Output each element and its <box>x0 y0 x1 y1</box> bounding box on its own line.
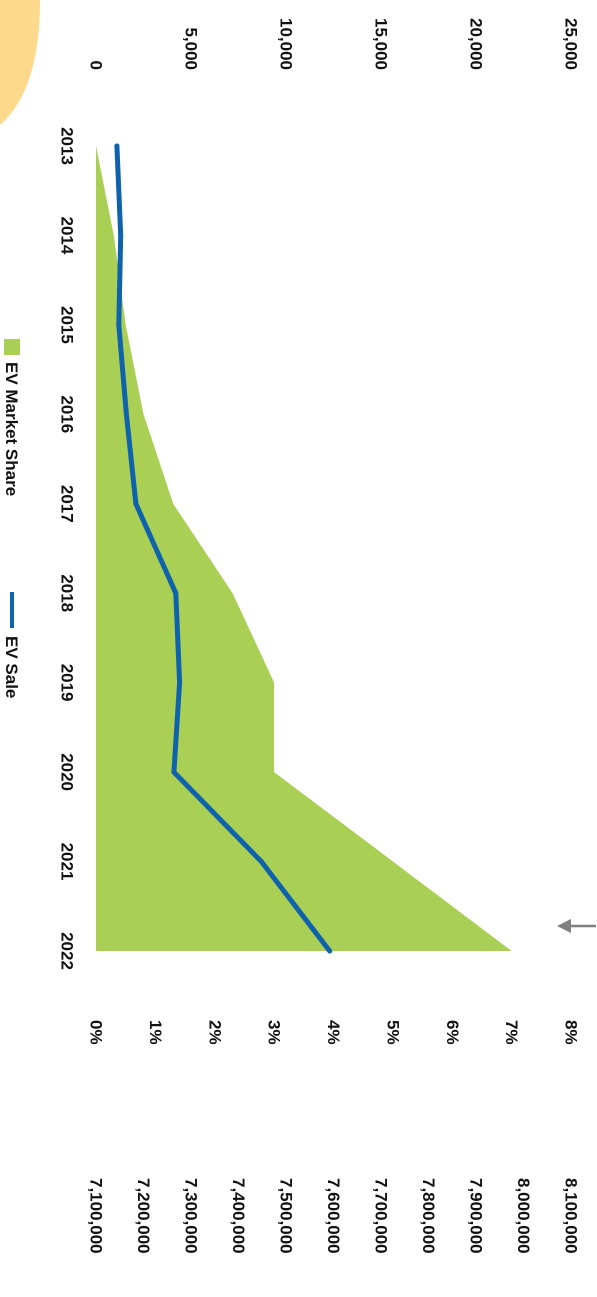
third-tick-4: 7,500,000 <box>277 1178 296 1254</box>
percent-axis: 0% 1% 2% 3% 4% 5% 6% 7% 8% <box>87 1020 581 1045</box>
third-tick-9: 8,000,000 <box>514 1178 533 1254</box>
third-tick-5: 7,600,000 <box>324 1178 343 1254</box>
count-tick-2: 10,000 <box>277 18 296 70</box>
point-ev-sale-2017 <box>133 501 139 507</box>
point-ev-sale-2013 <box>114 143 120 149</box>
count-tick-3: 15,000 <box>372 18 391 70</box>
third-tick-3: 7,400,000 <box>229 1178 248 1254</box>
category-tick-2022: 2022 <box>58 932 77 970</box>
point-ev-sale-2020 <box>171 769 177 775</box>
third-tick-8: 7,900,000 <box>467 1178 486 1254</box>
percent-tick-7: 7% <box>502 1020 521 1045</box>
category-tick-2019: 2019 <box>58 664 77 702</box>
percent-tick-5: 5% <box>383 1020 402 1045</box>
percent-tick-8: 8% <box>562 1020 581 1045</box>
third-axis: 7,100,000 7,200,000 7,300,000 7,400,000 7,50… <box>87 1178 581 1254</box>
category-tick-2017: 2017 <box>58 485 77 523</box>
area-layer <box>96 146 512 951</box>
category-tick-2020: 2020 <box>58 753 77 791</box>
category-tick-2015: 2015 <box>58 306 77 344</box>
category-tick-2021: 2021 <box>58 843 77 881</box>
percent-tick-0: 0% <box>87 1020 106 1045</box>
line-ev-sale <box>114 143 333 954</box>
legend-label-ev-sale: EV Sale <box>2 636 21 698</box>
percent-tick-1: 1% <box>146 1020 165 1045</box>
point-ev-sale-2014 <box>118 232 124 238</box>
legend-swatch-market-share <box>4 339 20 355</box>
area-ev-market-share <box>96 146 512 951</box>
count-axis: 0 5,000 10,000 15,000 20,000 25,000 <box>87 18 581 70</box>
third-tick-6: 7,700,000 <box>372 1178 391 1254</box>
third-tick-2: 7,300,000 <box>182 1178 201 1254</box>
point-ev-sale-2021 <box>258 859 264 864</box>
percent-tick-3: 3% <box>265 1020 284 1045</box>
category-tick-2016: 2016 <box>58 395 77 433</box>
count-tick-4: 20,000 <box>467 18 486 70</box>
legend-label-market-share: EV Market Share <box>2 362 21 496</box>
percent-tick-4: 4% <box>324 1020 343 1045</box>
category-axis: 2013 2014 2015 2016 2017 2018 2019 2020 2021 2022 <box>58 127 77 970</box>
legend: EV Market Share EV Sale <box>2 339 21 698</box>
percent-tick-6: 6% <box>443 1020 462 1045</box>
count-tick-5: 25,000 <box>562 18 581 70</box>
line-layer <box>114 143 333 954</box>
point-ev-sale-2019 <box>177 680 183 686</box>
sun-decoration <box>0 0 40 125</box>
third-tick-7: 7,800,000 <box>419 1178 438 1254</box>
category-tick-2013: 2013 <box>58 127 77 165</box>
third-tick-10: 8,100,000 <box>562 1178 581 1254</box>
pointer-arrow-icon <box>557 919 596 933</box>
third-tick-1: 7,200,000 <box>134 1178 153 1254</box>
point-ev-sale-2018 <box>173 590 179 596</box>
point-ev-sale-2015 <box>116 322 122 328</box>
category-tick-2014: 2014 <box>58 216 77 254</box>
third-tick-0: 7,100,000 <box>87 1178 106 1254</box>
count-tick-1: 5,000 <box>182 27 201 70</box>
category-tick-2018: 2018 <box>58 574 77 612</box>
count-tick-0: 0 <box>87 61 106 70</box>
point-ev-sale-2016 <box>123 411 129 417</box>
percent-tick-2: 2% <box>205 1020 224 1045</box>
point-ev-sale-2022 <box>327 948 333 954</box>
